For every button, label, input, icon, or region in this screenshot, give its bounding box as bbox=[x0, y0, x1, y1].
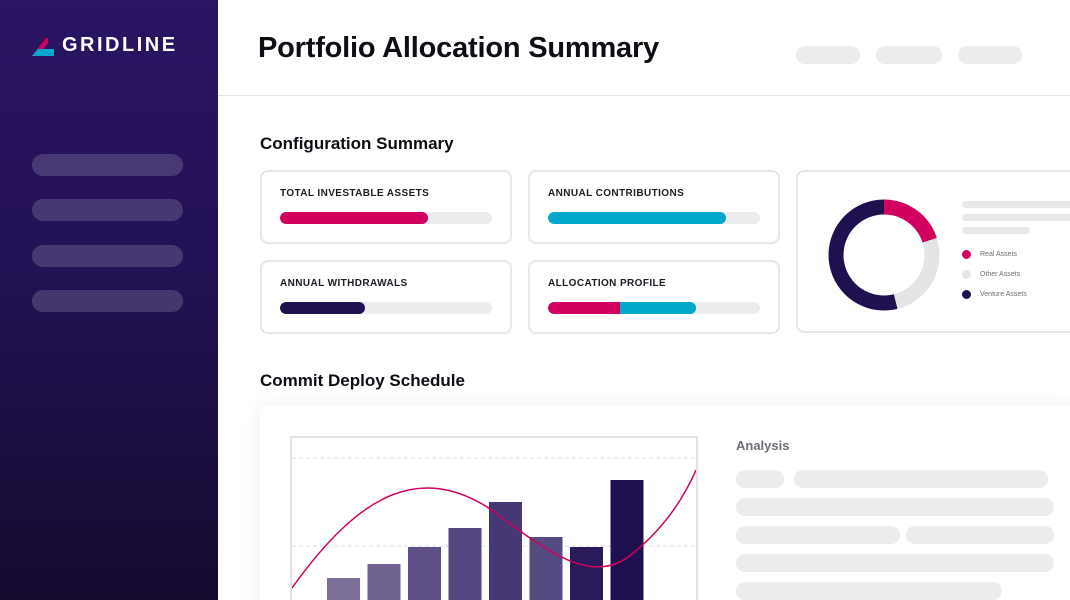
analysis-placeholder bbox=[736, 582, 1002, 600]
chart-bar[interactable] bbox=[610, 480, 644, 600]
analysis-placeholder bbox=[736, 470, 784, 488]
gridline-logo-icon bbox=[32, 37, 54, 56]
chart-bar[interactable] bbox=[570, 547, 603, 600]
chart-bar[interactable] bbox=[367, 564, 401, 600]
donut-slice bbox=[828, 199, 940, 311]
allocation-donut-card[interactable]: Real Assets Other Assets Venture Assets bbox=[796, 170, 1070, 333]
legend-label: Other Assets bbox=[980, 271, 1021, 278]
sidebar-item-1[interactable] bbox=[32, 154, 183, 176]
chart-bar[interactable] bbox=[529, 537, 563, 600]
card-total-investable-assets[interactable]: TOTAL INVESTABLE ASSETS bbox=[260, 170, 512, 244]
progress-bar bbox=[548, 302, 760, 314]
card-label: TOTAL INVESTABLE ASSETS bbox=[280, 188, 430, 199]
chart-bar[interactable] bbox=[408, 547, 441, 600]
sidebar: GRIDLINE bbox=[0, 0, 218, 600]
progress-fill bbox=[280, 212, 429, 224]
trend-line bbox=[291, 469, 697, 589]
sidebar-item-3[interactable] bbox=[32, 245, 183, 267]
placeholder-line bbox=[962, 227, 1030, 234]
donut-slice bbox=[828, 199, 940, 311]
allocation-donut-chart bbox=[828, 199, 940, 311]
commit-deploy-schedule-title: Commit Deploy Schedule bbox=[260, 371, 465, 390]
legend-label: Venture Assets bbox=[980, 291, 1027, 298]
analysis-placeholder bbox=[736, 554, 1054, 572]
legend-dot bbox=[962, 290, 971, 299]
legend-label: Real Assets bbox=[980, 251, 1017, 258]
progress-fill bbox=[548, 302, 621, 314]
header-action-2[interactable] bbox=[876, 46, 942, 64]
header-action-1[interactable] bbox=[796, 46, 860, 64]
sidebar-item-2[interactable] bbox=[32, 199, 183, 221]
legend-dot bbox=[962, 250, 971, 259]
header-action-3[interactable] bbox=[958, 46, 1022, 64]
main-content: Portfolio Allocation Summary Configurati… bbox=[218, 0, 1070, 600]
chart-bar[interactable] bbox=[327, 578, 360, 600]
chart-bar[interactable] bbox=[448, 528, 482, 600]
logo-text: GRIDLINE bbox=[62, 34, 178, 56]
progress-bar bbox=[280, 302, 492, 314]
analysis-placeholder bbox=[794, 470, 1048, 488]
card-label: ALLOCATION PROFILE bbox=[548, 278, 667, 289]
analysis-placeholder bbox=[736, 526, 900, 544]
card-label: ANNUAL WITHDRAWALS bbox=[280, 278, 408, 289]
analysis-placeholder bbox=[736, 498, 1054, 516]
card-label: ANNUAL CONTRIBUTIONS bbox=[548, 188, 685, 199]
progress-bar bbox=[548, 212, 760, 224]
legend-item: Real Assets bbox=[962, 250, 1017, 259]
chart-bar[interactable] bbox=[489, 502, 522, 600]
analysis-title: Analysis bbox=[736, 438, 790, 453]
progress-bar bbox=[280, 212, 492, 224]
card-annual-withdrawals[interactable]: ANNUAL WITHDRAWALS bbox=[260, 260, 512, 334]
progress-fill bbox=[280, 302, 365, 314]
header: Portfolio Allocation Summary bbox=[218, 0, 1070, 96]
chart-frame bbox=[290, 436, 698, 600]
legend-item: Other Assets bbox=[962, 270, 1020, 279]
progress-fill bbox=[548, 212, 727, 224]
card-allocation-profile[interactable]: ALLOCATION PROFILE bbox=[528, 260, 780, 334]
commit-deploy-chart bbox=[291, 457, 697, 600]
schedule-card: Analysis bbox=[260, 406, 1070, 600]
placeholder-line bbox=[962, 214, 1070, 221]
legend-item: Venture Assets bbox=[962, 290, 1027, 299]
legend-dot bbox=[962, 270, 971, 279]
configuration-summary-title: Configuration Summary bbox=[260, 134, 454, 153]
page-title: Portfolio Allocation Summary bbox=[258, 32, 659, 64]
analysis-placeholder bbox=[906, 526, 1054, 544]
placeholder-line bbox=[962, 201, 1070, 208]
logo[interactable]: GRIDLINE bbox=[32, 34, 178, 57]
sidebar-item-4[interactable] bbox=[32, 290, 183, 312]
card-annual-contributions[interactable]: ANNUAL CONTRIBUTIONS bbox=[528, 170, 780, 244]
progress-fill bbox=[620, 302, 697, 314]
